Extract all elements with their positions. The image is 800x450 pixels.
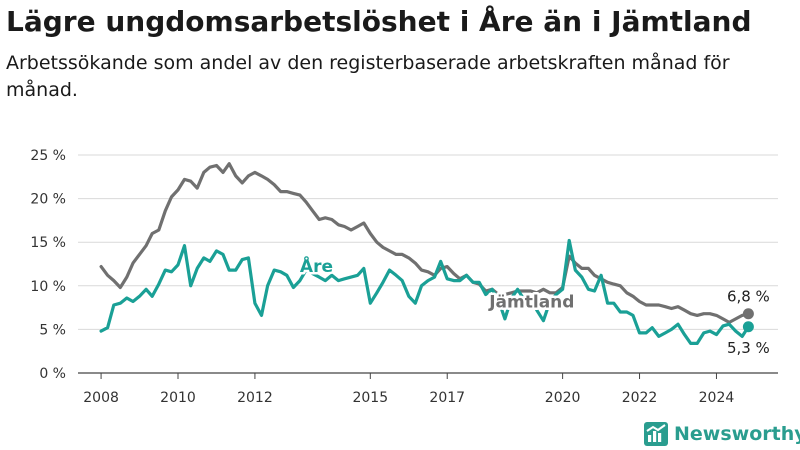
chart-title: Lägre ungdomsarbetslöshet i Åre än i Jäm… [6, 5, 752, 38]
y-tick-label: 5 % [39, 322, 66, 338]
end-point-are [742, 321, 754, 333]
end-point-jamtland [742, 308, 754, 320]
x-tick-label: 2012 [237, 390, 273, 406]
chart-subtitle: Arbetssökande som andel av den registerb… [6, 52, 730, 101]
chart-labels: 6,8 % 5,3 % Jämtland Åre [297, 251, 770, 357]
newsworthy-logo-icon [644, 422, 668, 446]
end-value-label-jamtland: 6,8 % [727, 288, 770, 306]
series-name-label-jamtland: Jämtland [488, 293, 574, 313]
series-name-label-are: Åre [300, 254, 333, 277]
x-tick-label: 2010 [160, 390, 196, 406]
series-line-are [99, 238, 750, 345]
end-value-label-are: 5,3 % [727, 339, 770, 357]
newsworthy-brand-name: Newsworthy [674, 423, 800, 445]
y-tick-label: 0 % [39, 366, 66, 382]
y-tick-label: 10 % [30, 279, 66, 295]
y-tick-label: 20 % [30, 192, 66, 208]
x-tick-label: 2020 [545, 390, 581, 406]
grid-lines [78, 154, 778, 374]
series-line-jamtland [99, 162, 750, 324]
axes: 0 % 5 % 10 % 15 % 20 % 25 % 2008 2010 2012 2015 20… [30, 148, 734, 406]
y-tick-label: 15 % [30, 235, 66, 251]
x-tick-label: 2022 [622, 390, 658, 406]
y-tick-label: 25 % [30, 148, 66, 164]
x-tick-label: 2024 [699, 390, 735, 406]
x-tick-label: 2008 [83, 390, 119, 406]
newsworthy-logo[interactable]: Newsworthy [644, 420, 800, 448]
x-tick-label: 2017 [429, 390, 465, 406]
series-lines [99, 162, 754, 345]
x-tick-label: 2015 [352, 390, 388, 406]
